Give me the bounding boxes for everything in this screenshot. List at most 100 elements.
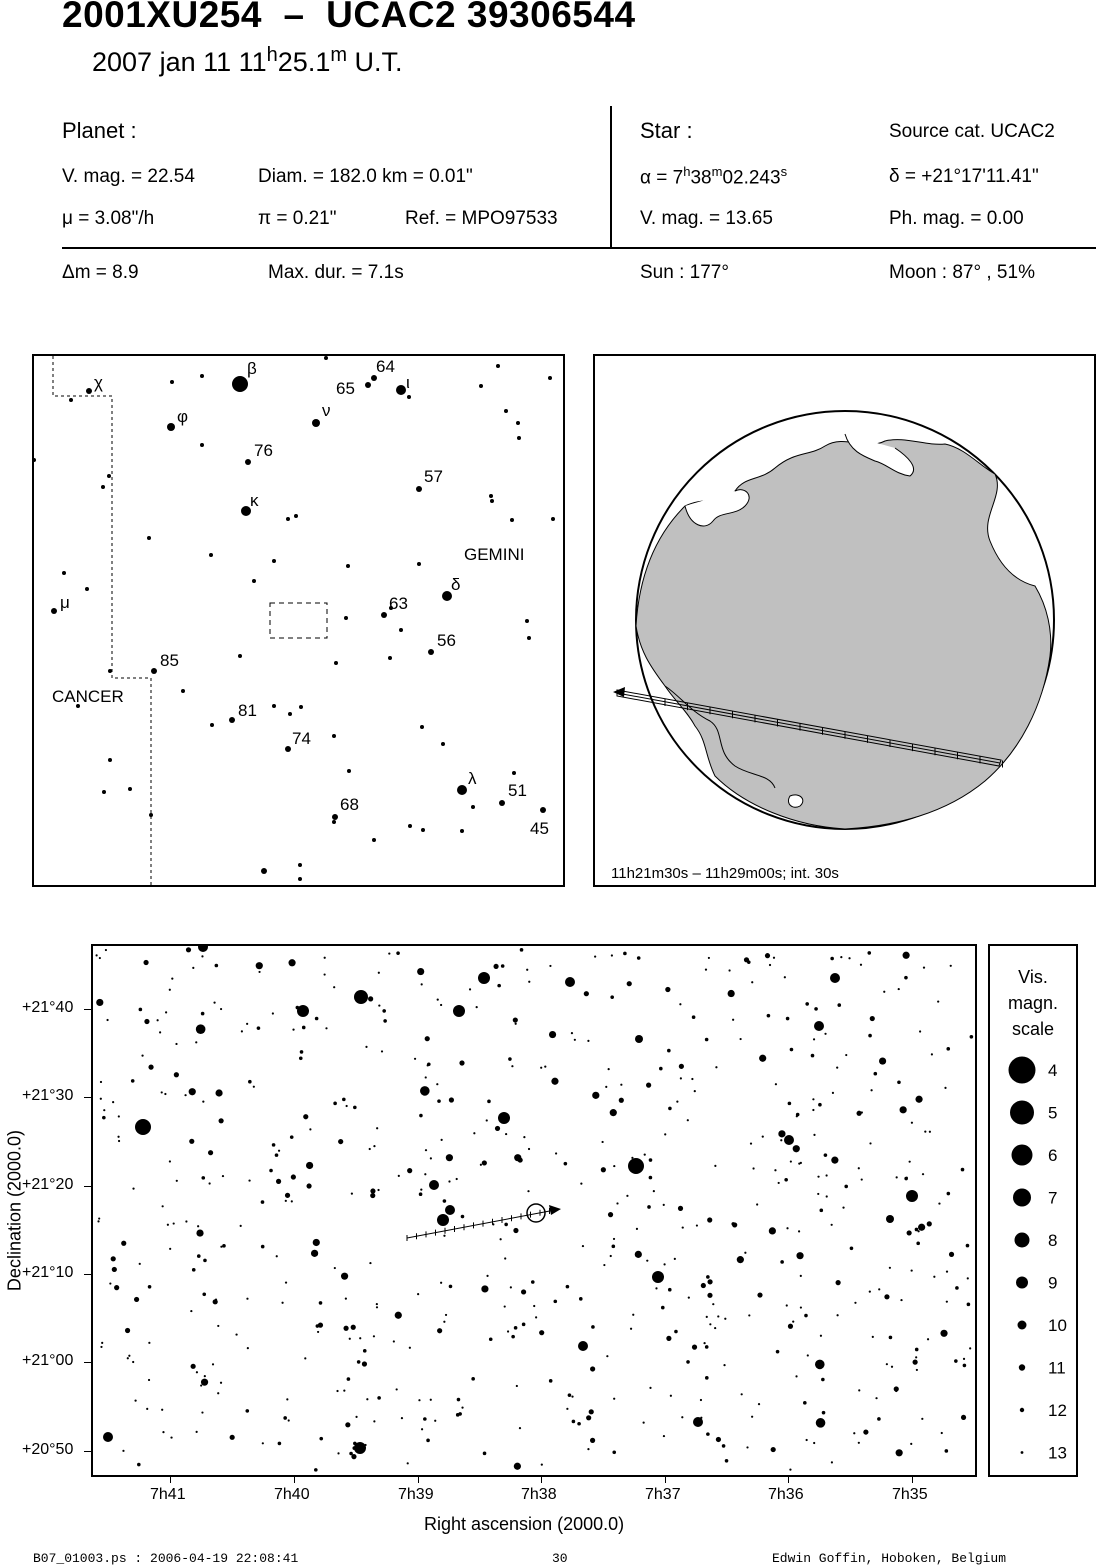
- chart-star: [275, 1153, 279, 1157]
- chart-star: [437, 1099, 441, 1103]
- y-tick-mark: [84, 1186, 92, 1187]
- chart-star: [836, 1280, 841, 1285]
- chart-stars: [95, 946, 973, 1472]
- chart-star: [215, 964, 219, 968]
- star-label-beta: β: [247, 359, 257, 378]
- chart-star: [148, 1285, 152, 1289]
- star-label-64: 64: [376, 357, 395, 376]
- chart-star: [788, 1102, 792, 1106]
- scale-mag-label: 10: [1048, 1316, 1067, 1335]
- chart-star: [424, 1173, 426, 1175]
- chart-star: [369, 1262, 371, 1264]
- chart-star: [377, 1396, 381, 1400]
- finder-star: [272, 559, 276, 563]
- finder-star: [332, 734, 336, 738]
- star-label-chi: χ: [94, 373, 103, 392]
- chart-star: [345, 1422, 350, 1427]
- chart-star: [566, 1285, 570, 1289]
- y-tick-label: +21°20: [22, 1176, 73, 1194]
- chart-star: [678, 1206, 683, 1211]
- chart-star: [679, 1003, 681, 1005]
- chart-star: [201, 1012, 205, 1016]
- event-dm: Δm = 8.9: [62, 262, 139, 284]
- chart-star: [209, 1182, 211, 1184]
- chart-star: [587, 1040, 589, 1042]
- chart-star: [610, 1109, 617, 1116]
- chart-star: [915, 1348, 919, 1352]
- scale-dot: [1018, 1321, 1027, 1330]
- chart-star: [819, 1209, 823, 1213]
- chart-star: [515, 1023, 517, 1025]
- chart-star: [519, 1427, 521, 1429]
- chart-star: [737, 1256, 744, 1263]
- chart-star: [616, 1202, 618, 1204]
- scale-dot: [1013, 1189, 1031, 1207]
- chart-star: [437, 1328, 442, 1333]
- chart-star: [395, 1312, 402, 1319]
- bright-star: [354, 990, 368, 1004]
- chart-star: [687, 1119, 689, 1121]
- chart-star: [947, 1192, 951, 1196]
- x-tick-mark: [788, 1475, 789, 1483]
- chart-star: [620, 1084, 622, 1086]
- chart-star: [189, 1139, 194, 1144]
- chart-star: [302, 1026, 306, 1030]
- chart-star: [362, 1361, 367, 1366]
- chart-star: [637, 956, 641, 960]
- chart-star: [514, 1154, 521, 1161]
- chart-star: [278, 1150, 280, 1152]
- finder-star: [399, 628, 403, 632]
- finder-star: [167, 423, 175, 431]
- chart-star: [493, 964, 498, 969]
- chart-star: [164, 1093, 166, 1095]
- x-tick-label: 7h40: [274, 1486, 310, 1504]
- star-label-45: 45: [530, 819, 549, 838]
- chart-star: [333, 1102, 337, 1106]
- globe-caption: 11h21m30s – 11h29m00s; int. 30s: [611, 865, 839, 882]
- chart-star: [430, 1399, 432, 1401]
- chart-star: [606, 1355, 608, 1357]
- chart-star: [853, 1432, 855, 1434]
- chart-star: [100, 1346, 102, 1348]
- chart-star: [146, 1408, 148, 1410]
- chart-star: [708, 957, 710, 959]
- star-heading: Star :: [640, 118, 693, 144]
- info-horizontal-divider: [62, 247, 1096, 249]
- finder-star: [200, 443, 204, 447]
- chart-star: [771, 1447, 776, 1452]
- chart-star: [861, 1111, 863, 1113]
- bright-star: [652, 1271, 664, 1283]
- chart-star: [440, 1282, 442, 1284]
- ut-label: U.T.: [347, 47, 403, 77]
- chart-star: [815, 1360, 825, 1370]
- chart-star: [246, 1298, 248, 1300]
- chart-star: [373, 1145, 375, 1147]
- chart-star: [688, 1297, 690, 1299]
- chart-star: [653, 1190, 655, 1192]
- chart-star: [906, 1177, 908, 1179]
- x-tick-mark: [541, 1475, 542, 1483]
- chart-star: [170, 1436, 172, 1438]
- chart-star: [285, 1281, 287, 1283]
- chart-star: [927, 1338, 929, 1340]
- chart-star: [191, 1364, 196, 1369]
- chart-star: [368, 996, 373, 1001]
- chart-star: [798, 1230, 800, 1232]
- chart-star: [649, 1176, 653, 1180]
- chart-star: [247, 1347, 249, 1349]
- x-tick-mark: [912, 1475, 913, 1483]
- chart-star: [449, 1285, 453, 1289]
- chart-star: [241, 1030, 243, 1032]
- scale-mag-label: 8: [1048, 1231, 1057, 1250]
- chart-star: [184, 1094, 186, 1096]
- chart-star: [121, 1241, 126, 1246]
- chart-star: [574, 1039, 576, 1041]
- chart-star: [345, 1297, 347, 1299]
- finder-star: [108, 758, 112, 762]
- chart-star: [105, 949, 107, 951]
- chart-star: [132, 1361, 134, 1363]
- x-tick-label: 7h36: [768, 1486, 804, 1504]
- finder-star: [128, 787, 132, 791]
- ra-s-sup: s: [781, 164, 788, 179]
- finder-star: [108, 669, 112, 673]
